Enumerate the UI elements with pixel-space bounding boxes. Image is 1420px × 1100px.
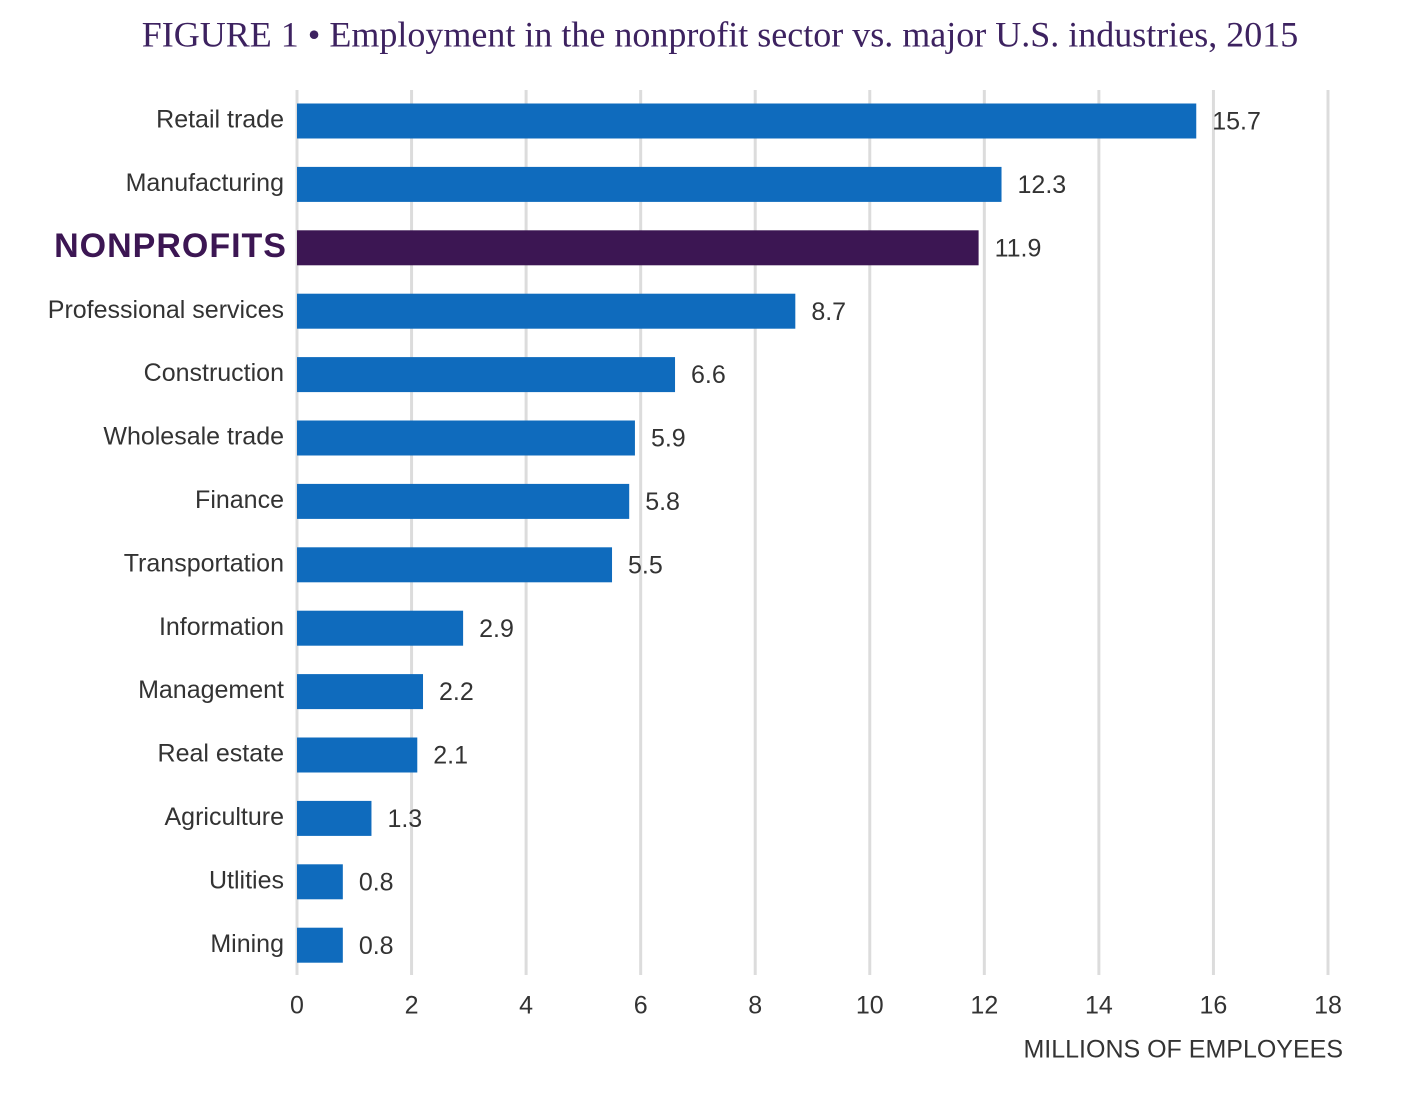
x-tick-label: 12 xyxy=(970,992,998,1020)
bar xyxy=(297,674,424,710)
y-tick-label: Professional services xyxy=(48,296,284,324)
y-tick-label: Information xyxy=(159,613,284,641)
value-label: 12.3 xyxy=(1018,171,1067,199)
y-tick-label: Finance xyxy=(195,486,284,514)
y-tick-label: Retail trade xyxy=(156,106,284,134)
bar xyxy=(297,166,1002,202)
y-tick-label: Wholesale trade xyxy=(103,423,284,451)
bar xyxy=(297,864,343,900)
value-label: 0.8 xyxy=(359,868,394,896)
value-label: 2.1 xyxy=(433,742,468,770)
value-label: 0.8 xyxy=(359,932,394,960)
y-tick-label: Utlities xyxy=(209,866,284,894)
value-label: 6.6 xyxy=(691,361,726,389)
value-label: 2.9 xyxy=(479,615,514,643)
x-tick-label: 16 xyxy=(1200,992,1228,1020)
bar xyxy=(297,547,613,583)
bar xyxy=(297,737,418,773)
bar xyxy=(297,420,635,456)
x-tick-label: 2 xyxy=(405,992,419,1020)
y-tick-label: Transportation xyxy=(124,549,284,577)
y-tick-label: Manufacturing xyxy=(126,169,284,197)
value-label: 15.7 xyxy=(1212,108,1261,136)
value-label: 1.3 xyxy=(387,805,422,833)
bar xyxy=(297,103,1197,139)
x-tick-label: 6 xyxy=(634,992,648,1020)
y-tick-label: Real estate xyxy=(158,740,284,768)
value-label: 5.9 xyxy=(651,425,686,453)
value-label: 5.8 xyxy=(645,488,680,516)
bar xyxy=(297,230,979,266)
x-tick-label: 10 xyxy=(856,992,884,1020)
bar xyxy=(297,610,464,646)
value-label: 2.2 xyxy=(439,678,474,706)
bar xyxy=(297,927,343,963)
value-label: 5.5 xyxy=(628,551,663,579)
chart-title: FIGURE 1 • Employment in the nonprofit s… xyxy=(142,14,1299,54)
bar xyxy=(297,293,796,329)
y-tick-label: NONPROFITS xyxy=(54,227,287,265)
bar xyxy=(297,357,676,393)
x-tick-label: 0 xyxy=(290,992,304,1020)
x-axis-label: MILLIONS OF EMPLOYEES xyxy=(1023,1036,1343,1064)
value-label: 8.7 xyxy=(811,298,846,326)
y-tick-label: Management xyxy=(138,676,284,704)
x-tick-label: 14 xyxy=(1085,992,1113,1020)
y-tick-label: Construction xyxy=(144,359,284,387)
y-tick-label: Agriculture xyxy=(165,803,285,831)
x-tick-label: 8 xyxy=(748,992,762,1020)
y-tick-label: Mining xyxy=(210,930,284,958)
value-label: 11.9 xyxy=(995,234,1042,262)
bar xyxy=(297,800,372,836)
x-tick-label: 18 xyxy=(1314,992,1342,1020)
bar xyxy=(297,483,630,519)
x-tick-label: 4 xyxy=(519,992,533,1020)
